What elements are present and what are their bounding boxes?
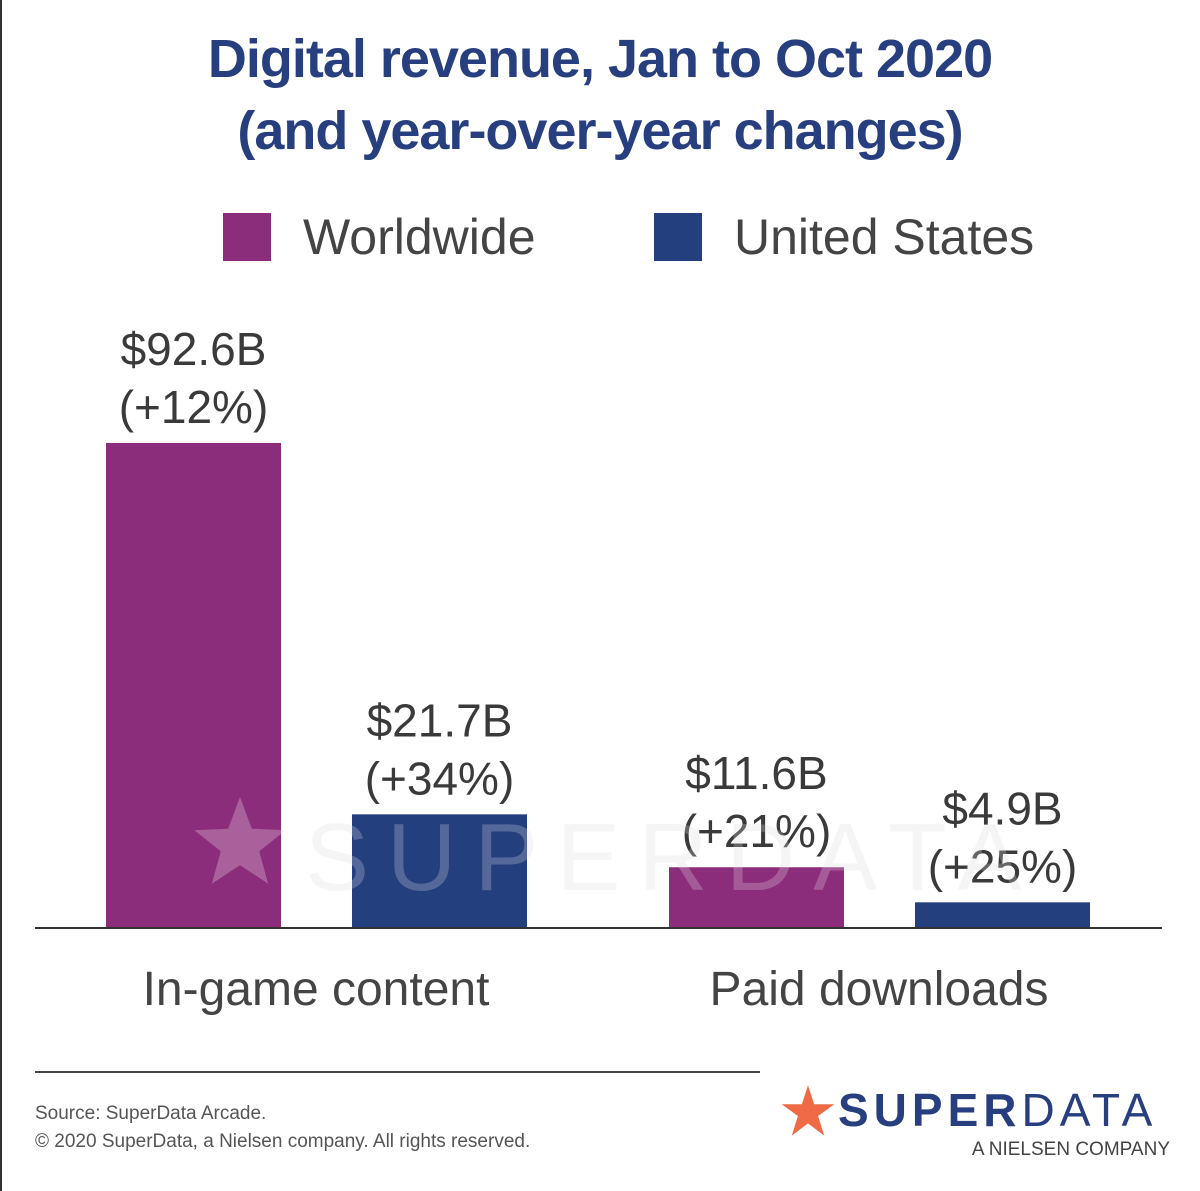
category-label: Paid downloads bbox=[710, 963, 1049, 1016]
copyright-text: © 2020 SuperData, a Nielsen company. All… bbox=[35, 1131, 531, 1152]
logo-wordmark-light: DATA bbox=[1021, 1084, 1158, 1136]
chart-title-line-1: Digital revenue, Jan to Oct 2020 bbox=[207, 29, 993, 89]
star-icon bbox=[781, 1085, 835, 1136]
superdata-logo: SUPERDATA A NIELSEN COMPANY bbox=[780, 1083, 1170, 1173]
left-border bbox=[0, 0, 2, 1191]
watermark-text-overlay: SUPERDATA bbox=[305, 804, 1040, 911]
legend-swatch-worldwide bbox=[223, 213, 271, 261]
data-label-change: (+34%) bbox=[365, 752, 515, 804]
bar-united-states-in-game-content bbox=[352, 814, 527, 928]
logo-wordmark-bold: SUPER bbox=[838, 1084, 1022, 1136]
data-label-value: $4.9B bbox=[942, 782, 1062, 834]
chart-title-line-2: (and year-over-year changes) bbox=[237, 101, 963, 161]
legend-label-united-states: United States bbox=[734, 209, 1035, 265]
bar-worldwide-in-game-content bbox=[106, 443, 281, 928]
data-label-value: $21.7B bbox=[367, 694, 513, 746]
source-text: Source: SuperData Arcade. bbox=[35, 1103, 267, 1124]
data-label-change: (+21%) bbox=[682, 805, 832, 857]
bar-worldwide-paid-downloads bbox=[669, 867, 844, 928]
legend-label-worldwide: Worldwide bbox=[303, 209, 536, 265]
data-label-change: (+12%) bbox=[119, 381, 269, 433]
legend-item-worldwide: Worldwide bbox=[223, 209, 536, 265]
legend-swatch-united-states bbox=[654, 213, 702, 261]
data-label-change: (+25%) bbox=[928, 840, 1078, 892]
footer-divider bbox=[35, 1071, 760, 1073]
data-label-value: $11.6B bbox=[685, 747, 827, 799]
logo-wordmark: SUPERDATA bbox=[838, 1083, 1157, 1137]
watermark-star-overlay-icon bbox=[194, 797, 286, 884]
category-label: In-game content bbox=[143, 963, 490, 1016]
legend-item-united-states: United States bbox=[654, 209, 1034, 265]
source-note: Source: SuperData Arcade. © 2020 SuperDa… bbox=[35, 1100, 530, 1156]
data-label-value: $92.6B bbox=[121, 323, 267, 375]
bar-united-states-paid-downloads bbox=[915, 902, 1090, 928]
logo-subtitle: A NIELSEN COMPANY bbox=[971, 1139, 1170, 1160]
